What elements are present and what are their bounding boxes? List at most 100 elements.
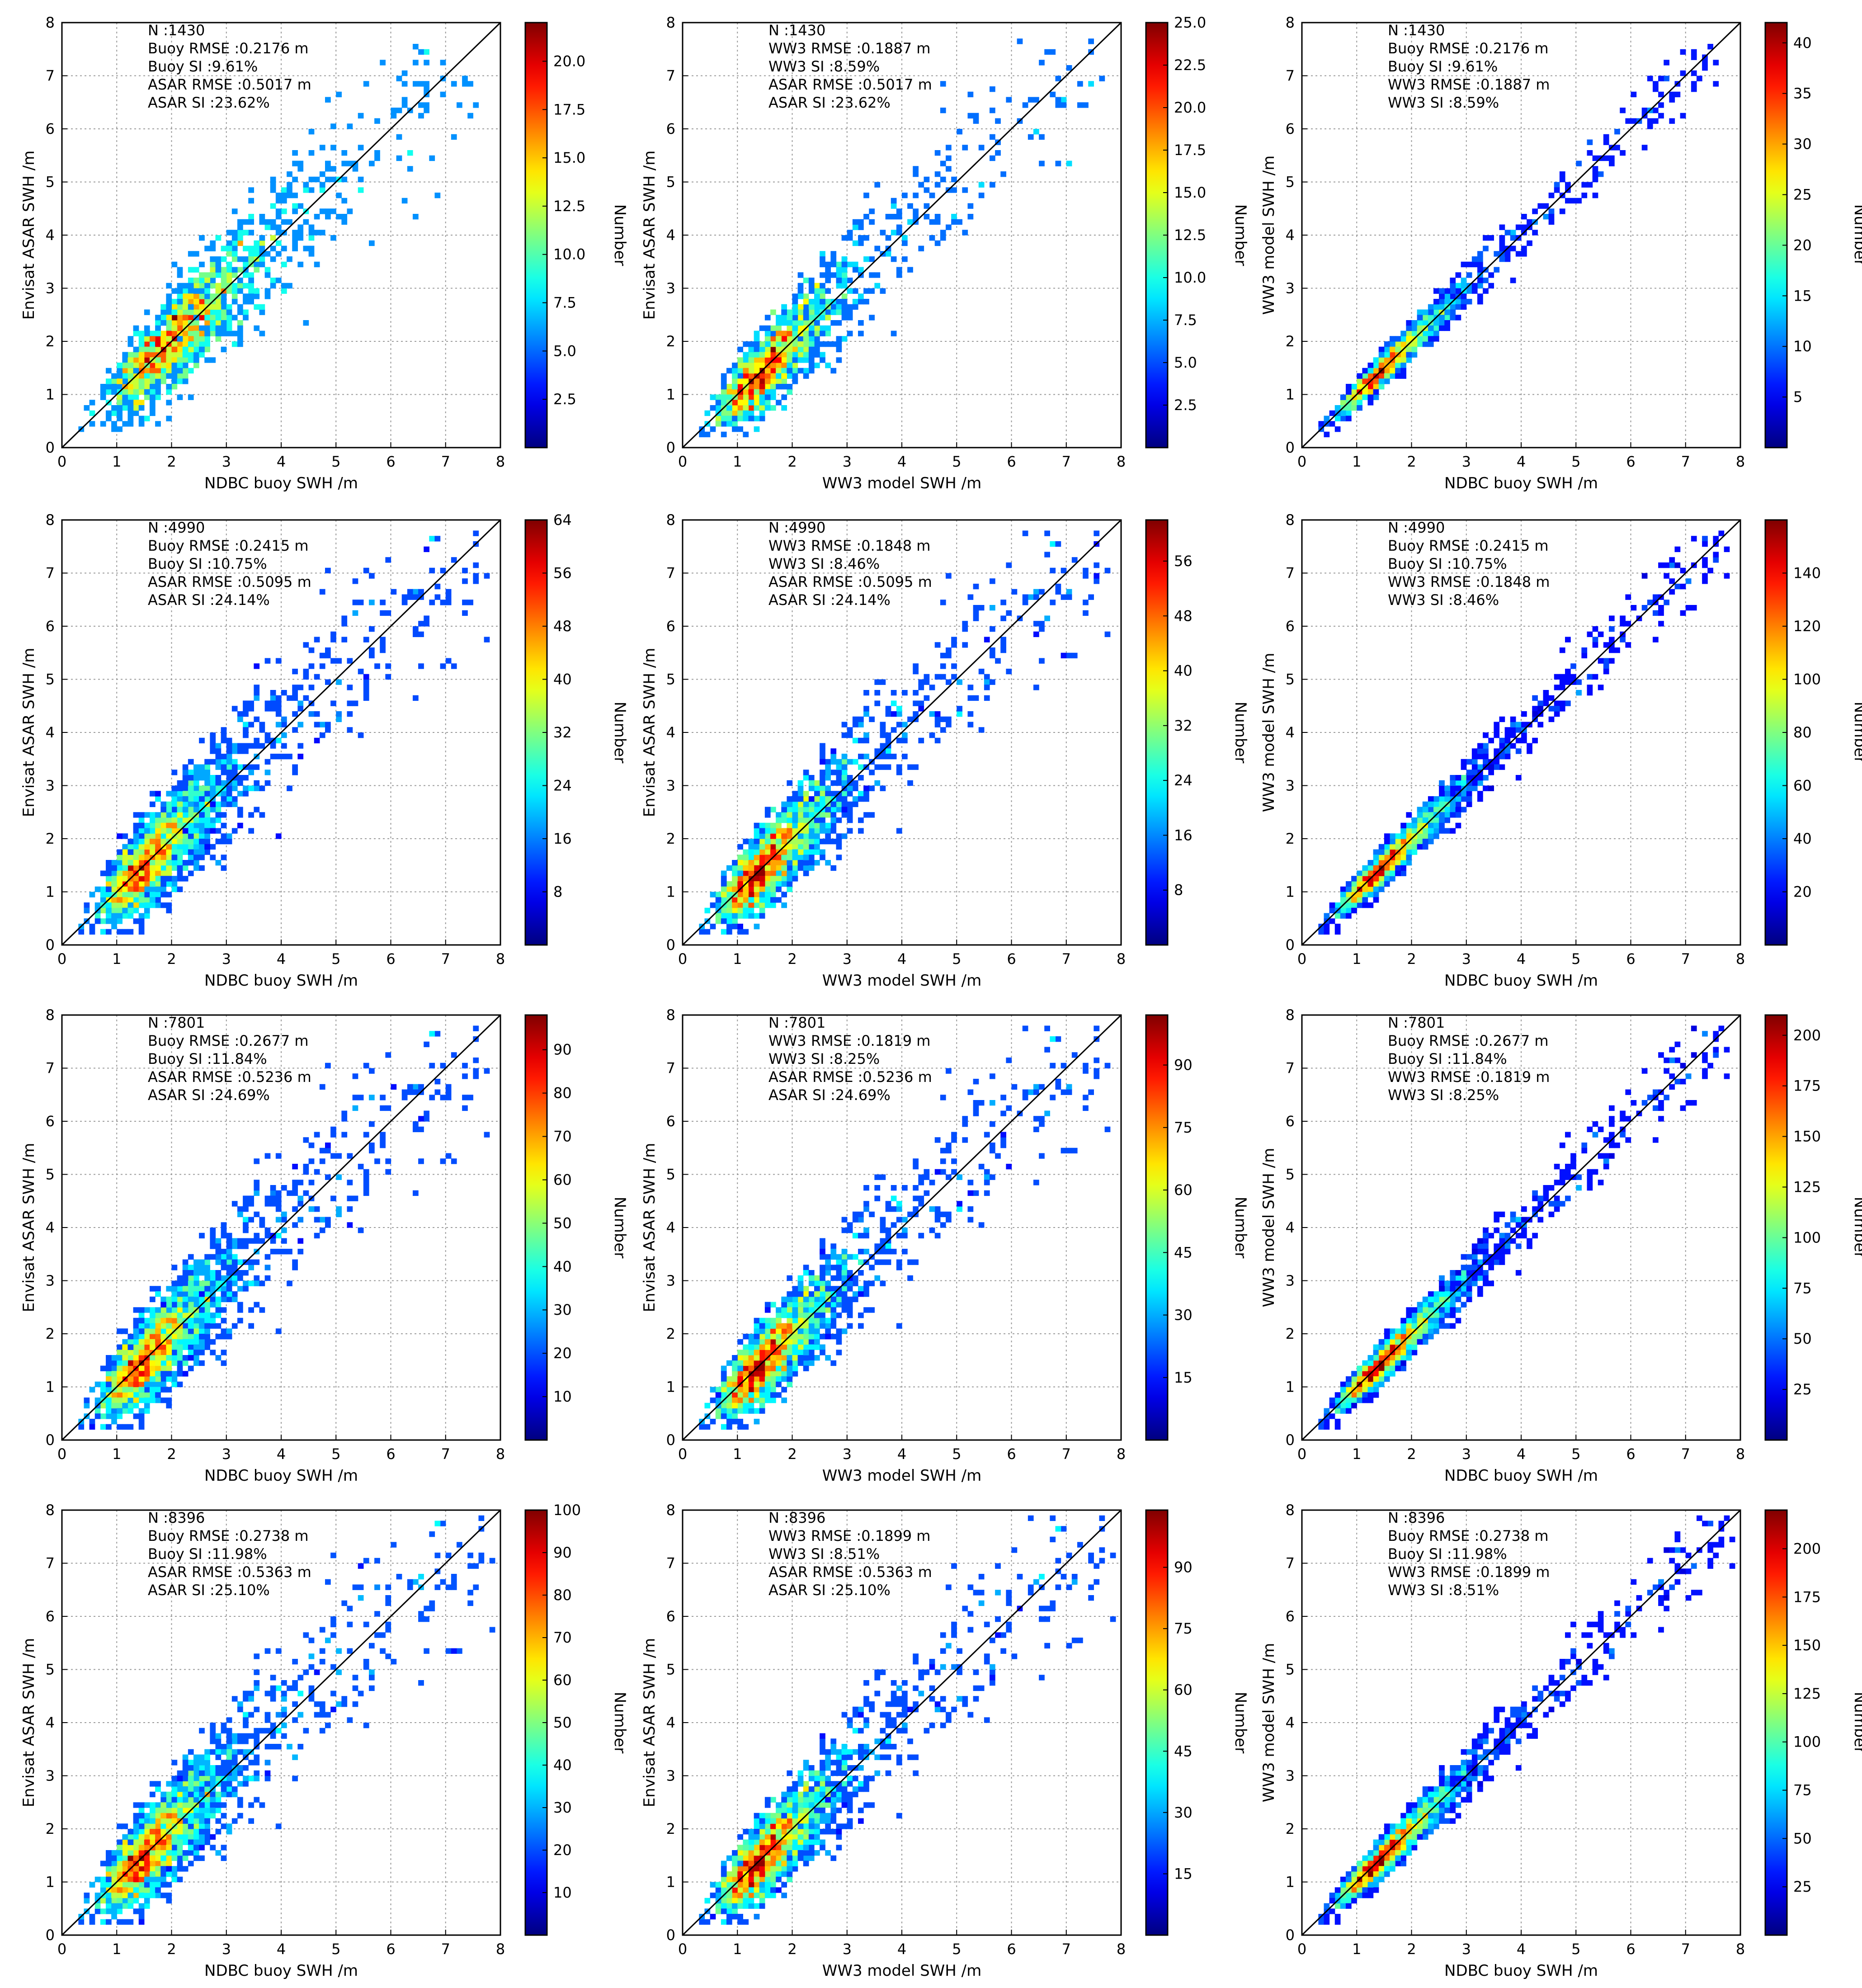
heatmap-cell (902, 1217, 908, 1223)
heatmap-cell (226, 325, 232, 331)
heatmap-cell (1411, 331, 1418, 336)
heatmap-cell (721, 373, 727, 379)
heatmap-cell (1373, 357, 1379, 363)
heatmap-cell (297, 230, 304, 236)
heatmap-cell (133, 352, 139, 358)
heatmap-cell (957, 219, 962, 225)
heatmap-cell (1373, 849, 1379, 855)
heatmap-cell (1378, 876, 1385, 882)
heatmap-cell (445, 1089, 452, 1095)
x-axis-label: NDBC buoy SWH /m (204, 474, 358, 492)
heatmap-cell (325, 567, 331, 574)
heatmap-cell (1466, 299, 1472, 305)
stats-annotation-line: WW3 SI :8.59% (1388, 94, 1499, 111)
heatmap-cell (759, 849, 765, 855)
heatmap-cell (193, 251, 199, 257)
heatmap-cell (1548, 695, 1555, 701)
heatmap-cell (825, 1328, 831, 1334)
heatmap-cell (325, 208, 331, 214)
heatmap-cell (117, 907, 123, 914)
heatmap-cell (726, 421, 732, 427)
heatmap-cell (940, 1147, 946, 1154)
heatmap-cell (199, 352, 205, 358)
heatmap-cell (820, 1317, 825, 1324)
heatmap-cell (380, 1105, 386, 1111)
heatmap-cell (748, 1355, 754, 1361)
heatmap-cell (199, 828, 205, 834)
heatmap-cell (825, 785, 831, 791)
x-tick-label: 6 (386, 453, 395, 470)
heatmap-cell (1587, 150, 1593, 156)
heatmap-cell (787, 1365, 793, 1371)
heatmap-cell (792, 1360, 798, 1366)
heatmap-cell (748, 839, 754, 845)
heatmap-cell (1077, 102, 1083, 108)
heatmap-cell (929, 711, 935, 717)
heatmap-cell (122, 1402, 128, 1409)
heatmap-cell (150, 336, 156, 342)
heatmap-cell (764, 1381, 771, 1388)
heatmap-cell (111, 876, 117, 882)
heatmap-cell (792, 331, 798, 336)
heatmap-cell (1384, 378, 1390, 384)
x-tick-label: 1 (112, 950, 121, 968)
heatmap-cell (1488, 770, 1494, 775)
heatmap-cell (221, 1222, 227, 1228)
heatmap-cell (226, 246, 232, 251)
heatmap-cell (776, 1328, 782, 1334)
heatmap-cell (182, 320, 189, 326)
heatmap-cell (896, 272, 902, 278)
colorbar-tick-label: 20 (1793, 883, 1812, 901)
heatmap-cell (836, 1291, 842, 1297)
heatmap-cell (1559, 679, 1565, 685)
heatmap-cell (792, 1365, 798, 1371)
heatmap-cell (1471, 780, 1478, 786)
heatmap-cell (1603, 139, 1609, 145)
heatmap-cell (380, 642, 386, 648)
heatmap-cell (1565, 700, 1571, 706)
heatmap-cell (781, 1355, 787, 1361)
heatmap-cell (182, 785, 189, 791)
heatmap-cell (1417, 844, 1423, 850)
heatmap-cell (1521, 246, 1527, 251)
heatmap-cell (270, 187, 276, 193)
heatmap-cell (215, 1249, 222, 1255)
heatmap-cell (858, 1286, 864, 1292)
heatmap-cell (319, 732, 325, 738)
heatmap-cell (182, 1307, 189, 1313)
heatmap-cell (254, 1158, 260, 1164)
heatmap-cell (1559, 700, 1565, 706)
heatmap-cell (814, 1344, 820, 1350)
heatmap-cell (841, 812, 848, 818)
heatmap-cell (336, 1153, 342, 1159)
heatmap-cell (281, 283, 287, 289)
heatmap-cell (1548, 219, 1555, 225)
heatmap-cell (111, 1408, 117, 1414)
heatmap-cell (1428, 822, 1434, 829)
heatmap-cell (248, 299, 254, 305)
heatmap-cell (341, 161, 348, 166)
heatmap-cell (1653, 81, 1659, 87)
heatmap-cell (743, 373, 749, 379)
heatmap-cell (1390, 849, 1395, 855)
heatmap-cell (330, 637, 336, 642)
heatmap-cell (166, 817, 172, 823)
x-axis-label: NDBC buoy SWH /m (1444, 972, 1598, 990)
heatmap-cell (1609, 626, 1615, 632)
heatmap-cell (292, 695, 298, 701)
heatmap-cell (264, 1195, 271, 1201)
stats-annotation-line: ASAR SI :23.62% (148, 94, 270, 111)
heatmap-cell (830, 1286, 837, 1292)
heatmap-cell (188, 293, 194, 299)
heatmap-cell (776, 1371, 782, 1377)
heatmap-cell (715, 1398, 721, 1403)
heatmap-cell (440, 60, 446, 66)
heatmap-cell (858, 716, 864, 722)
heatmap-cell (193, 860, 199, 866)
heatmap-cell (138, 1317, 145, 1324)
heatmap-cell (924, 203, 930, 209)
heatmap-cell (792, 1334, 798, 1340)
heatmap-cell (885, 748, 891, 754)
heatmap-cell (797, 865, 804, 871)
heatmap-cell (951, 187, 957, 193)
